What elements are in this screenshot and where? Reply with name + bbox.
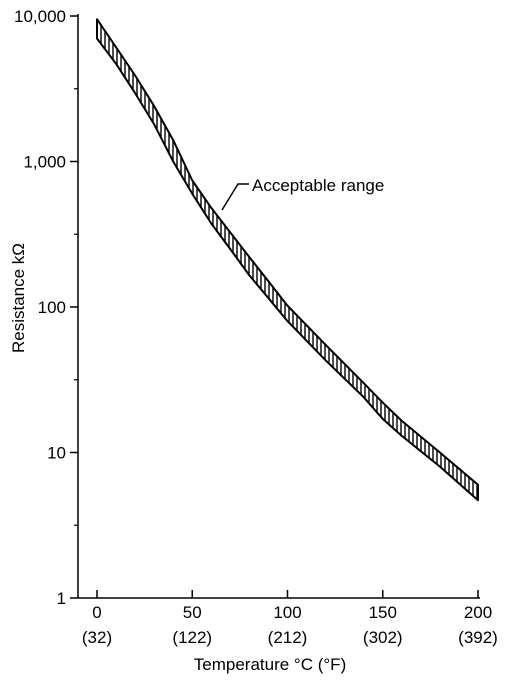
range-band xyxy=(96,18,479,502)
annotation: Acceptable range xyxy=(221,176,384,211)
y-tick-label: 10,000 xyxy=(14,7,66,26)
y-tick-label: 1 xyxy=(57,589,66,608)
x-tick-label: 0 xyxy=(92,603,101,622)
y-tick-label: 1,000 xyxy=(23,153,66,172)
x-tick-label: 150 xyxy=(369,603,397,622)
y-tick-label: 10 xyxy=(47,444,66,463)
y-tick-label: 100 xyxy=(38,298,66,317)
x-tick-label: 50 xyxy=(183,603,202,622)
x-axis-title: Temperature °C (°F) xyxy=(194,655,346,674)
y-ticks: 1 10 100 1,000 10,000 xyxy=(14,7,78,608)
x-tick-sublabel: (212) xyxy=(268,628,308,647)
acceptable-range-band xyxy=(96,18,479,502)
x-tick-sublabel: (122) xyxy=(172,628,212,647)
x-tick-label: 200 xyxy=(464,603,492,622)
y-axis-title: Resistance kΩ xyxy=(9,243,28,353)
x-tick-sublabel: (32) xyxy=(82,628,112,647)
annotation-leader xyxy=(221,183,249,211)
x-tick-label: 100 xyxy=(273,603,301,622)
x-tick-sublabel: (392) xyxy=(458,628,498,647)
annotation-label: Acceptable range xyxy=(252,176,384,195)
x-ticks: 0 (32) 50 (122) 100 (212) 150 (302) 200 (392) xyxy=(82,590,498,647)
x-tick-sublabel: (302) xyxy=(363,628,403,647)
